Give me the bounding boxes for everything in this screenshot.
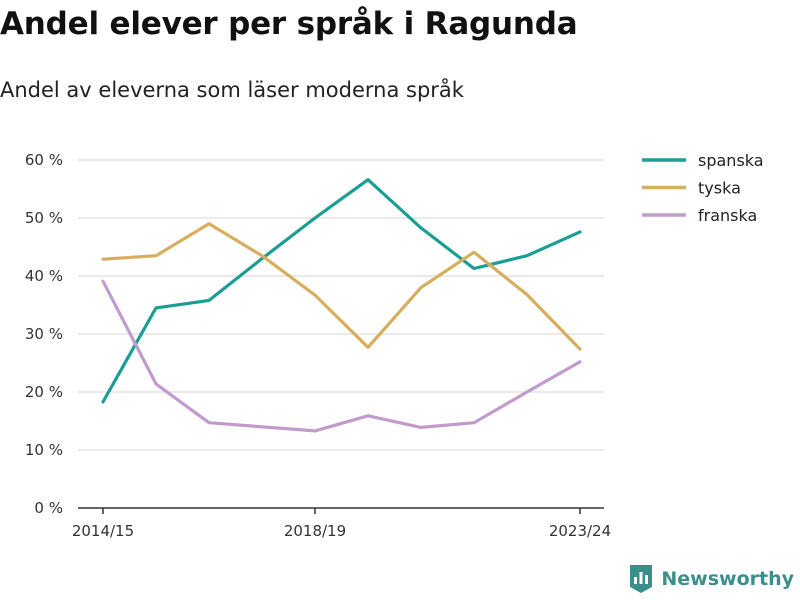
gridlines: [78, 159, 604, 451]
series-lines: [101, 178, 582, 433]
y-tick-label: 0 %: [34, 499, 63, 517]
newsworthy-logo-text: Newsworthy: [661, 568, 794, 590]
y-tick-label: 40 %: [25, 267, 63, 285]
legend-label-spanska: spanska: [698, 151, 764, 170]
y-tick-label: 30 %: [25, 325, 63, 343]
x-axis: 2014/15 2018/19 2023/24: [72, 507, 611, 540]
x-tick-label: 2023/24: [549, 522, 611, 540]
newsworthy-logo-icon: [630, 565, 653, 593]
legend-label-franska: franska: [698, 206, 757, 225]
series-line-franska: [101, 279, 582, 433]
x-tick-label: 2018/19: [284, 522, 346, 540]
y-tick-label: 20 %: [25, 383, 63, 401]
newsworthy-logo: Newsworthy: [629, 564, 794, 594]
y-tick-label: 60 %: [25, 151, 63, 169]
y-axis-ticks: 0 % 10 % 20 % 30 % 40 % 50 % 60 %: [25, 151, 63, 517]
chart-subtitle: Andel av eleverna som läser moderna språ…: [0, 78, 464, 102]
series-line-tyska: [101, 222, 582, 351]
y-tick-label: 10 %: [25, 441, 63, 459]
series-line-spanska: [101, 178, 582, 404]
y-tick-label: 50 %: [25, 209, 63, 227]
x-tick-label: 2014/15: [72, 522, 134, 540]
legend: spanska tyska franska: [642, 151, 764, 225]
chart-title: Andel elever per språk i Ragunda: [0, 6, 578, 42]
legend-label-tyska: tyska: [698, 179, 741, 198]
